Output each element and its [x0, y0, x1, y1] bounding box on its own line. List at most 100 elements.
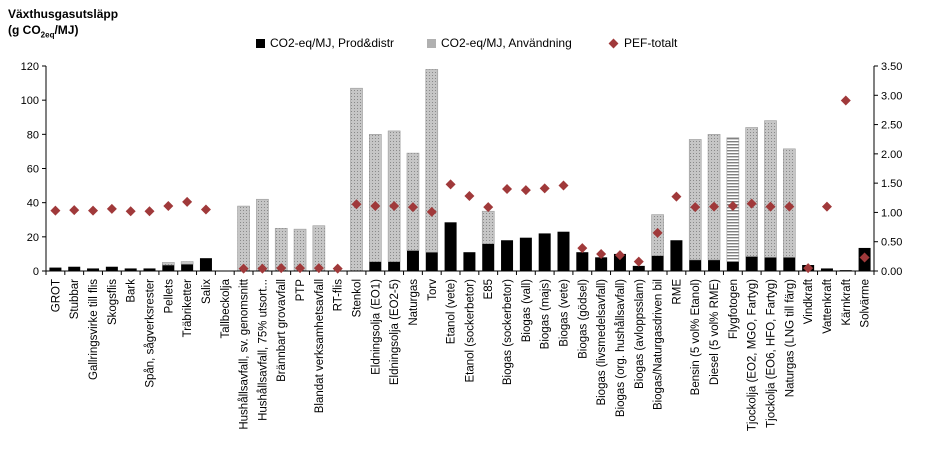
bar-prod [708, 259, 721, 271]
pef-marker [257, 263, 268, 274]
pef-marker [520, 185, 531, 196]
y-tick-label: 120 [21, 61, 39, 73]
bar-prod [388, 261, 401, 271]
pef-marker [464, 191, 475, 202]
pef-marker [652, 227, 663, 238]
pef-marker [106, 203, 117, 214]
bar-use [180, 261, 194, 265]
x-category-label: Bark [126, 279, 138, 303]
pef-marker [182, 196, 193, 207]
x-category-label: Skogsflis [107, 279, 119, 325]
x-category-label: Etanol (vete) [446, 279, 458, 344]
x-category-label: Eldningsolja (EO2-5) [389, 279, 401, 385]
x-category-label: Biogas (org. hushållsavfall) [615, 279, 627, 417]
bar-prod [199, 258, 212, 271]
bar-prod [613, 253, 626, 271]
x-category-label: Hushållsavfall, 75% utsort... [257, 279, 269, 421]
x-category-label: Diesel (5 vol% RME) [709, 279, 721, 385]
bar-prod [557, 231, 570, 271]
y-tick-label: 40 [27, 198, 39, 210]
bar-use [237, 205, 250, 272]
pef-marker [483, 202, 494, 213]
pef-marker [502, 184, 513, 194]
bar-use [406, 152, 420, 251]
pef-marker [840, 95, 851, 106]
bar-use [764, 120, 777, 258]
x-category-label: Biogas/Naturgasdriven bil [653, 279, 665, 410]
x-category-label: GROT [50, 279, 62, 312]
pef-marker [577, 243, 588, 254]
legend-label-use: CO2-eq/MJ, Användning [441, 36, 572, 50]
x-category-label: Tallbeckolja [220, 278, 232, 338]
bar-prod [689, 259, 702, 271]
bar-prod [745, 256, 758, 271]
pef-marker [614, 250, 625, 261]
bar-use [387, 130, 401, 262]
bar-prod [68, 266, 81, 271]
bar-use [162, 262, 175, 266]
bar-use [745, 127, 758, 257]
pef-marker [633, 256, 644, 267]
x-category-label: Salix [201, 279, 213, 304]
bar-prod [162, 265, 175, 271]
pef-marker [69, 205, 80, 216]
x-category-label: Biogas (vete) [559, 279, 571, 347]
x-category-label: Bensin (5 vol% Etanol) [690, 279, 702, 396]
x-category-label: Flygfotogen [728, 279, 740, 339]
bar-prod [764, 257, 777, 271]
bar-prod [651, 255, 664, 271]
bar-prod [576, 252, 589, 271]
x-category-label: Biogas (avloppsslam) [634, 279, 646, 389]
x-category-label: Solvärme [860, 279, 872, 328]
x-category-label: Spån, sågverksrester [145, 279, 157, 388]
pef-marker [332, 263, 343, 274]
y2-tick-label: 2.50 [881, 120, 902, 132]
pef-marker [125, 206, 136, 217]
bar-use [256, 198, 269, 272]
x-category-label: Blandat verksamhetsavfall [314, 279, 326, 413]
y2-tick-label: 3.50 [881, 61, 902, 73]
pef-marker [727, 200, 738, 211]
bar-prod [783, 257, 796, 271]
x-category-label: Biogas (sockerbetor) [502, 279, 514, 385]
pef-marker [276, 263, 287, 274]
y-axis-title: Växthusgasutsläpp (g CO2eq/MJ) [8, 6, 118, 43]
pef-marker [88, 205, 99, 216]
x-category-label: Brännbart grovavfall [276, 279, 288, 382]
x-category-label: Biogas (majs) [540, 279, 552, 349]
bar-use [707, 134, 721, 261]
y-tick-label: 20 [27, 232, 39, 244]
bar-prod [463, 252, 476, 271]
pef-marker [407, 202, 418, 213]
x-category-label: Naturgas (LNG till färg) [784, 279, 796, 397]
bar-use [481, 210, 495, 244]
bar-prod [820, 268, 833, 271]
x-category-label: RME [671, 279, 683, 305]
legend-item-pef: PEF-totalt [608, 36, 677, 50]
bar-use [350, 87, 363, 272]
bar-prod [105, 266, 118, 271]
bar-prod [143, 268, 156, 271]
x-category-label: Biogas (gödsel) [577, 279, 589, 359]
y-tick-label: 80 [27, 129, 39, 141]
bar-prod [726, 261, 739, 271]
x-category-label: Hushållsavfall, sv. genomsnitt [239, 278, 251, 429]
pef-marker [558, 180, 569, 191]
bar-prod [519, 237, 532, 271]
bar-use [369, 134, 382, 262]
x-category-label: Stenkol [352, 279, 364, 317]
legend-item-prod: CO2-eq/MJ, Prod&distr [256, 36, 394, 50]
y2-tick-label: 2.00 [881, 149, 902, 161]
bar-prod [595, 257, 608, 271]
pef-marker [370, 200, 381, 211]
x-category-label: Träbriketter [182, 279, 194, 338]
pef-marker [596, 249, 607, 260]
bar-prod [181, 264, 194, 271]
pef-marker [746, 198, 757, 209]
x-category-label: Pellets [163, 279, 175, 314]
x-category-label: E85 [483, 279, 495, 299]
pef-marker [50, 205, 61, 216]
legend-item-use: CO2-eq/MJ, Användning [427, 36, 572, 50]
bar-prod [482, 243, 495, 271]
